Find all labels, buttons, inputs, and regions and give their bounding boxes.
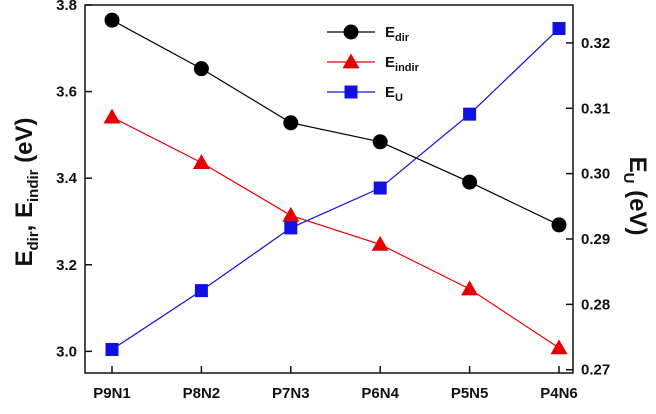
- x-tick-label: P9N1: [93, 385, 131, 402]
- x-tick-label: P4N6: [540, 385, 578, 402]
- right-tick-label: 0.32: [581, 35, 610, 52]
- series-line-edir: [111, 19, 560, 226]
- left-axis: 3.0 3.2 3.4 3.6 3.8: [56, 0, 92, 360]
- right-tick-label: 0.27: [581, 362, 610, 379]
- plot-frame: [84, 4, 574, 374]
- data-point-eu: [463, 107, 477, 121]
- data-point-eu: [194, 284, 208, 298]
- legend-marker: [343, 24, 359, 40]
- left-tick-label: 3.4: [56, 170, 78, 187]
- data-point-edir: [372, 134, 388, 150]
- x-tick-label: P5N5: [451, 385, 489, 402]
- data-point-edir: [551, 217, 567, 233]
- data-point-edir: [283, 115, 299, 131]
- legend-entry-eu: EU: [327, 84, 403, 104]
- legend-marker: [344, 85, 358, 99]
- series-edir: [104, 12, 567, 233]
- right-tick-label: 0.28: [581, 296, 610, 313]
- left-tick-label: 3.0: [56, 343, 77, 360]
- data-point-edir: [193, 61, 209, 77]
- right-axis-title: EU (eV): [620, 157, 651, 236]
- legend-label: Edir: [385, 24, 410, 44]
- legend-label: Eindir: [385, 54, 420, 74]
- left-tick-label: 3.6: [56, 84, 77, 101]
- right-tick-label: 0.31: [581, 100, 610, 117]
- right-tick-label: 0.30: [581, 166, 610, 183]
- data-point-eindir: [371, 235, 389, 251]
- x-tick-label: P7N3: [272, 385, 310, 402]
- series-layer: [103, 12, 568, 356]
- x-tick-label: P8N2: [183, 385, 221, 402]
- right-axis: 0.27 0.28 0.29 0.30 0.31 0.32: [566, 35, 610, 379]
- data-point-eu: [284, 221, 298, 235]
- data-point-eu: [373, 181, 387, 195]
- data-point-eindir: [103, 108, 121, 124]
- series-eu: [105, 22, 566, 356]
- left-tick-label: 3.8: [56, 0, 77, 14]
- data-point-eindir: [461, 280, 479, 296]
- data-point-edir: [462, 174, 478, 190]
- legend: Edir Eindir EU: [327, 24, 420, 104]
- legend-marker: [342, 53, 360, 69]
- x-tick-label: P6N4: [361, 385, 399, 402]
- legend-label: EU: [385, 84, 403, 104]
- data-point-eu: [552, 22, 566, 36]
- data-point-eindir: [192, 154, 210, 169]
- series-line-eu: [111, 28, 560, 350]
- data-point-eindir: [282, 206, 300, 222]
- data-point-eu: [105, 342, 119, 356]
- series-line-eindir: [111, 116, 560, 349]
- x-axis: P9N1 P8N2 P7N3 P6N4 P5N5 P4N6: [93, 366, 578, 402]
- left-tick-label: 3.2: [56, 257, 77, 274]
- right-tick-label: 0.29: [581, 231, 610, 248]
- legend-entry-edir: Edir: [327, 24, 410, 44]
- data-point-eindir: [550, 339, 568, 355]
- left-axis-title: Edir, Eindir (eV): [11, 117, 42, 266]
- data-point-edir: [104, 12, 120, 28]
- legend-entry-eindir: Eindir: [327, 53, 420, 74]
- series-eindir: [103, 108, 568, 355]
